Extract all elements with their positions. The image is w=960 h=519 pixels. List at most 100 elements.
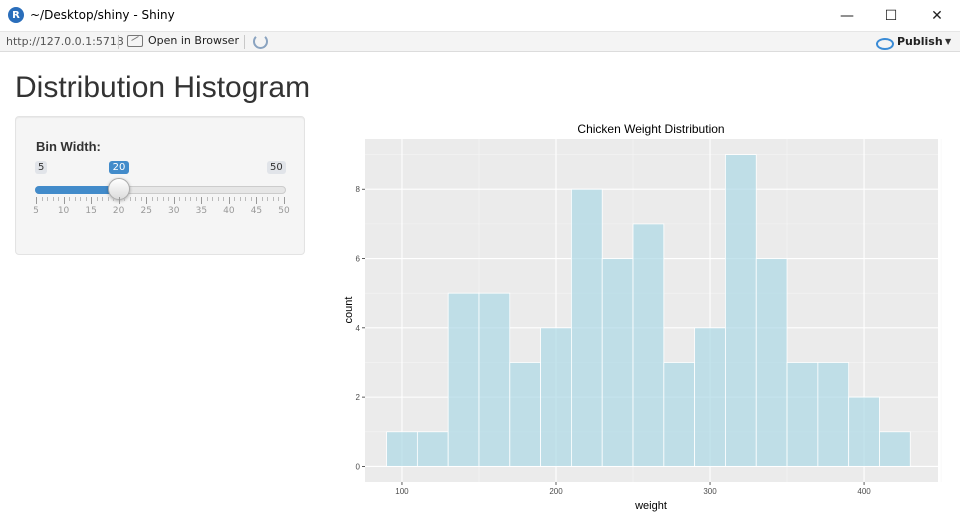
slider-tick-label: 5 xyxy=(33,206,39,216)
slider-tick xyxy=(91,197,93,204)
viewer-toolbar: http://127.0.0.1:5713 Open in Browser Pu… xyxy=(0,31,960,52)
slider-minor-tick xyxy=(184,197,186,201)
histogram-bar xyxy=(817,362,850,467)
histogram-bar xyxy=(694,327,726,467)
histogram-bar xyxy=(416,431,449,467)
chart-title: Chicken Weight Distribution xyxy=(577,122,724,136)
slider-minor-tick xyxy=(102,197,104,201)
slider-track-fill xyxy=(35,186,119,194)
histogram-chart: Chicken Weight Distribution 100 200 300 400… xyxy=(343,122,942,512)
slider-tick xyxy=(146,197,148,204)
toolbar-divider xyxy=(244,35,245,49)
slider-minor-tick xyxy=(80,197,82,201)
slider-minor-tick xyxy=(124,197,126,201)
histogram-bar xyxy=(478,292,511,467)
histogram-bars xyxy=(386,154,911,467)
histogram-bar xyxy=(663,362,696,467)
slider-tick-label: 40 xyxy=(223,206,235,216)
slider-minor-tick xyxy=(195,197,197,201)
slider-tick-label: 10 xyxy=(57,206,70,216)
slider-tick xyxy=(228,197,230,204)
slider-min-label: 5 xyxy=(35,161,48,174)
toolbar-divider xyxy=(118,35,119,49)
sidebar-panel: Bin Width: 5 20 50 5 10 15 20 25 30 35 40 45 50 xyxy=(15,116,305,255)
y-axis-label: count xyxy=(343,297,355,324)
publish-button[interactable]: Publish xyxy=(876,35,943,50)
histogram-bar xyxy=(786,362,819,467)
slider-value-label: 20 xyxy=(108,161,130,174)
refresh-icon[interactable] xyxy=(253,34,268,49)
y-tick-label: 0 xyxy=(356,462,361,471)
slider-minor-tick xyxy=(52,197,54,201)
slider-minor-tick xyxy=(239,197,241,201)
slider-minor-tick xyxy=(157,197,159,201)
slider-minor-tick xyxy=(113,197,115,201)
slider-minor-tick xyxy=(140,197,142,201)
slider-tick-label: 30 xyxy=(168,206,180,216)
y-axis: 0 2 4 6 8 xyxy=(356,185,365,471)
slider-tick xyxy=(201,197,203,204)
slider-minor-tick xyxy=(261,197,263,201)
slider-max-label: 50 xyxy=(267,161,286,174)
slider-tick-label: 50 xyxy=(278,206,290,216)
publish-label: Publish xyxy=(897,35,943,48)
slider-tick-label: 35 xyxy=(195,206,208,216)
open-in-browser-button[interactable]: Open in Browser xyxy=(127,34,239,47)
slider-tick-label: 15 xyxy=(85,206,97,216)
slider-minor-tick xyxy=(217,197,219,201)
slider-minor-tick xyxy=(267,197,269,201)
slider-minor-tick xyxy=(74,197,76,201)
slider-minor-tick xyxy=(85,197,87,201)
histogram-bar xyxy=(571,188,603,467)
open-browser-icon xyxy=(127,34,143,47)
slider-minor-tick xyxy=(179,197,181,201)
x-tick-label: 400 xyxy=(857,487,871,496)
slider-minor-tick xyxy=(168,197,170,201)
maximize-button[interactable]: ☐ xyxy=(884,7,898,24)
slider-minor-tick xyxy=(47,197,49,201)
slider-tick-label: 20 xyxy=(112,206,125,216)
x-tick-label: 100 xyxy=(395,487,409,496)
close-button[interactable]: ✕ xyxy=(931,7,943,24)
slider-minor-tick xyxy=(223,197,225,201)
minimize-button[interactable]: — xyxy=(840,7,854,24)
slider-minor-tick xyxy=(41,197,43,201)
slider-minor-tick xyxy=(245,197,247,201)
slider-minor-tick xyxy=(190,197,192,201)
slider-minor-tick xyxy=(107,197,109,201)
window-titlebar: R ~/Desktop/shiny - Shiny — ☐ ✕ xyxy=(0,0,960,31)
slider-minor-tick xyxy=(96,197,98,201)
slider-tick-label: 45 xyxy=(250,206,263,216)
slider-tick xyxy=(36,197,37,204)
bin-width-label: Bin Width: xyxy=(36,139,101,154)
x-tick-label: 300 xyxy=(703,487,717,496)
slider-minor-tick xyxy=(162,197,164,201)
slider-minor-tick xyxy=(135,197,137,201)
histogram-bar xyxy=(601,258,634,467)
y-tick-label: 8 xyxy=(356,185,361,194)
histogram-bar xyxy=(509,362,541,467)
histogram-bar xyxy=(447,292,480,467)
slider-minor-tick xyxy=(129,197,131,201)
slider-tick-label: 25 xyxy=(140,206,152,216)
slider-tick xyxy=(256,197,258,204)
window-title: ~/Desktop/shiny - Shiny xyxy=(30,8,175,22)
publish-icon xyxy=(876,36,894,50)
histogram-bar xyxy=(540,327,572,467)
slider-minor-tick xyxy=(58,197,60,201)
slider-minor-tick xyxy=(234,197,236,201)
slider-minor-tick xyxy=(278,197,280,201)
slider-minor-tick xyxy=(250,197,252,201)
histogram-bar xyxy=(879,431,911,467)
slider-tick xyxy=(63,197,65,204)
slider-tick xyxy=(284,197,285,204)
slider-minor-tick xyxy=(69,197,71,201)
y-tick-label: 6 xyxy=(356,255,361,264)
publish-dropdown-icon[interactable]: ▼ xyxy=(945,37,952,46)
url-field[interactable]: http://127.0.0.1:5713 xyxy=(6,35,124,48)
histogram-bar xyxy=(848,396,880,467)
slider-minor-tick xyxy=(212,197,214,201)
page-title: Distribution Histogram xyxy=(15,71,311,104)
slider-minor-tick xyxy=(206,197,208,201)
y-tick-label: 2 xyxy=(356,393,361,402)
